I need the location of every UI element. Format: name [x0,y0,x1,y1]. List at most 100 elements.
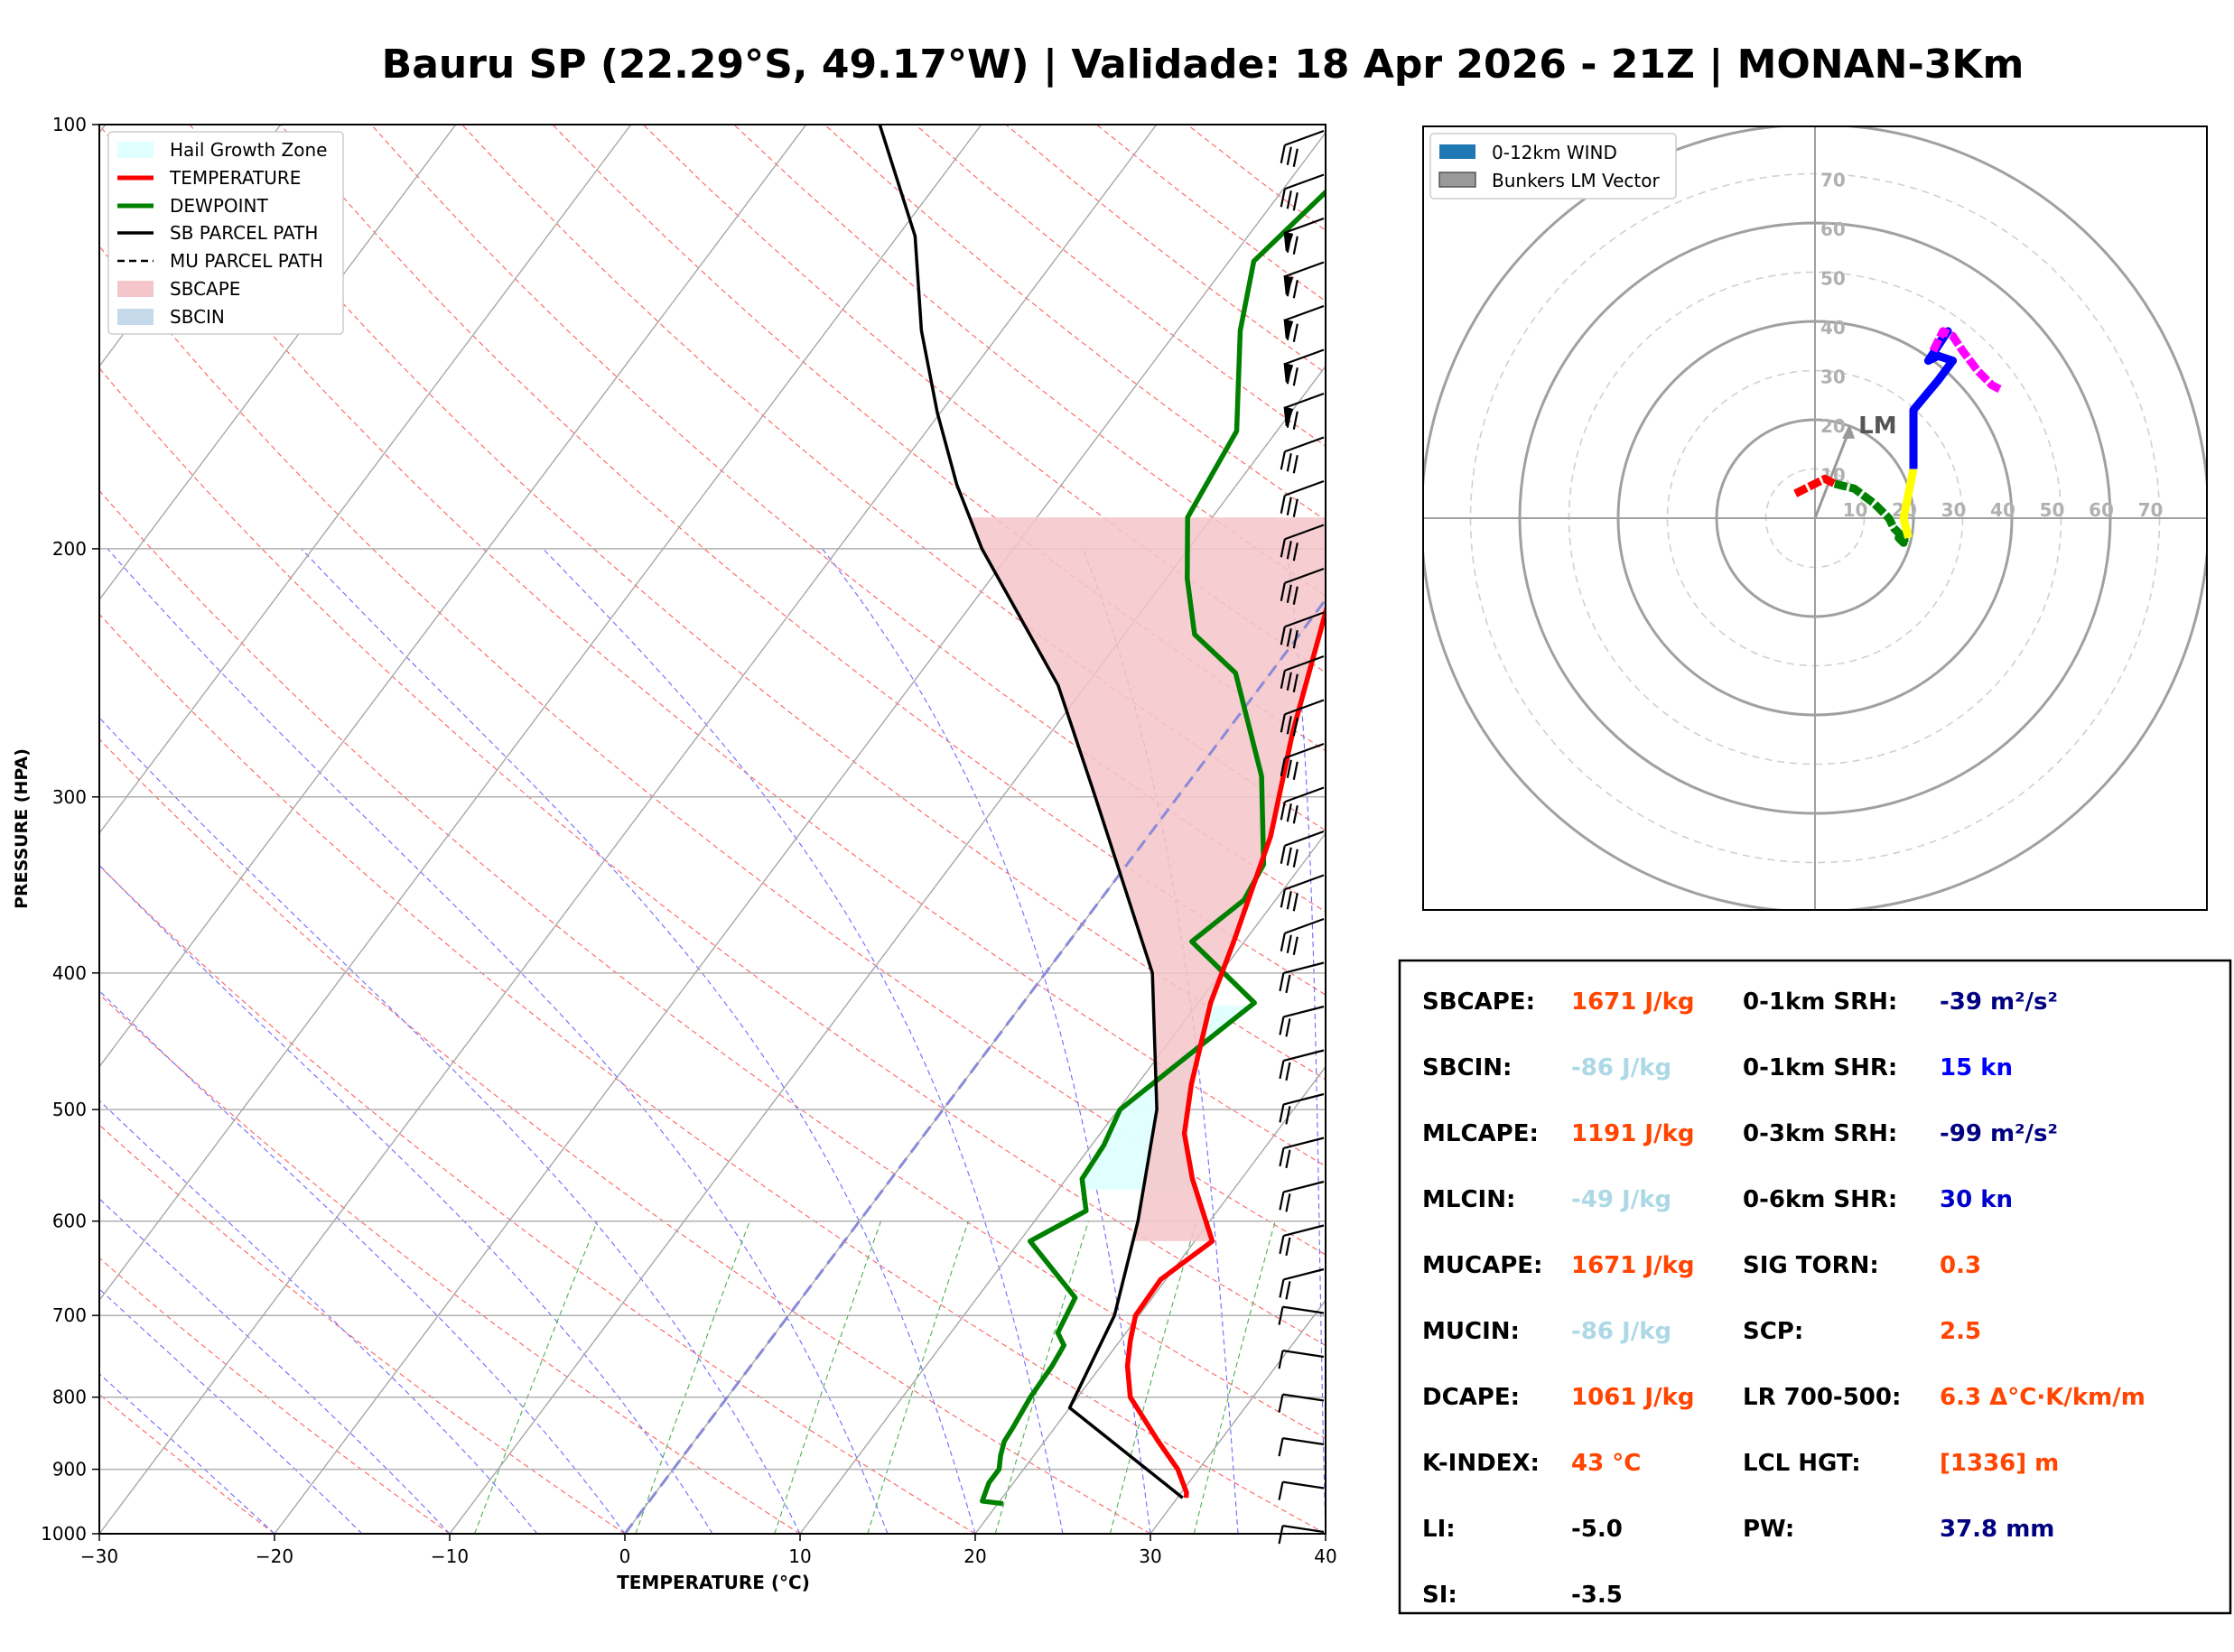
param-label: SI: [1422,1582,1457,1609]
y-tick-label: 500 [52,1099,87,1120]
parameter-list: SBCAPE: 1671 J/kg SBCIN: -86 J/kg MLCAPE: 119… [1422,988,2146,1609]
dry-adiabat [99,738,1151,1534]
param-label: 0-3km SRH: [1743,1120,1897,1147]
param-label: PW: [1743,1516,1794,1543]
legend-swatch-wind [1439,144,1475,159]
param-value: 1671 J/kg [1571,988,1695,1016]
param-label: LCL HGT: [1743,1450,1861,1477]
wind-barb-feather [1286,453,1292,472]
wind-barb-feather [1280,189,1286,208]
wind-barb-staff [1282,1305,1325,1314]
parameter-panel: SBCAPE: 1671 J/kg SBCIN: -86 J/kg MLCAPE: 119… [1398,959,2232,1615]
param-value: 15 kn [1940,1054,2013,1081]
hodograph-ring-label-x: 30 [1941,499,1967,521]
wind-barb-feather [1286,497,1292,515]
wind-barb-staff [1282,1437,1325,1446]
wind-barb-feather [1280,451,1286,470]
wind-barb-feather [1292,936,1299,955]
hodograph-ring-label-x: 10 [1843,499,1868,521]
x-tick-label: 10 [788,1545,811,1567]
wind-barb-feather [1292,673,1299,692]
wind-barb-feather [1280,757,1286,776]
param-label: LR 700-500: [1743,1384,1901,1411]
wind-barb-staff [1284,217,1325,234]
dry-adiabat [99,367,1326,1347]
zero-degree-isotherm [623,597,1326,1534]
hodograph-frame [1422,125,2208,911]
hodograph-legend-box [1429,133,1677,200]
wind-barb-feather [1292,236,1299,255]
dry-adiabat [99,1257,451,1534]
wind-barb-staff [1284,874,1325,891]
wind-barb-feather [1278,1350,1284,1369]
legend-label-dewpoint: DEWPOINT [170,195,268,217]
wind-barb-staff [1282,1525,1325,1534]
wind-barb-staff [1284,348,1325,366]
y-tick-label: 800 [52,1387,87,1408]
wind-barb-feather [1292,805,1299,824]
param-label: SBCAPE: [1422,988,1535,1016]
param-value: 37.8 mm [1940,1516,2054,1543]
hodograph-ring-label-y: 40 [1820,317,1846,339]
dry-adiabat [99,489,1326,1440]
legend-label-sb-parcel: SB PARCEL PATH [170,222,318,244]
hodograph-ring-label-y: 30 [1820,367,1846,388]
x-tick-label: 0 [619,1545,631,1567]
wind-barb-feather [1280,889,1286,908]
param-label: SCP: [1743,1318,1803,1345]
wind-barb-staff [1284,917,1325,934]
param-value: -3.5 [1571,1582,1623,1609]
hodograph-ring-label-y: 50 [1820,268,1846,290]
param-label: MUCIN: [1422,1318,1520,1345]
dewpoint-line [980,189,1326,1507]
param-label: DCAPE: [1422,1384,1520,1411]
wind-barb-feather [1286,584,1292,603]
wind-barb-feather [1292,411,1299,430]
wind-barb-feather [1292,761,1299,780]
wind-barb-feather [1279,1016,1285,1035]
skewt-panel: −30 −20 −10 0 10 20 30 40 1000 900 800 700 600 500 40… [12,114,1337,1593]
skewt-legend-box [107,131,344,335]
wind-barb-feather [1286,278,1292,297]
wind-barb-feather [1286,759,1292,778]
moist-adiabat [107,548,889,1534]
param-value: -99 m²/s² [1940,1120,2058,1147]
param-value: 30 kn [1940,1186,2013,1213]
wind-barb-feather [1280,933,1286,951]
wind-barb-feather [1285,1062,1291,1081]
dry-adiabat [370,125,1326,913]
wind-barb-feather [1285,1193,1291,1212]
legend-label-wind: 0-12km WIND [1492,142,1617,163]
skewt-frame [98,124,1326,1535]
wind-barb-feather [1292,498,1299,517]
isotherm-line [449,365,1326,1534]
hodograph-panel: 1010202030304040505060607070LM 0-12km WI… [1422,125,2208,911]
wind-barb-staff [1284,479,1325,497]
y-tick-label: 600 [52,1211,87,1232]
isotherm-line [99,125,982,1302]
wind-barb-feather [1286,716,1292,735]
y-axis-ticks: 1000 900 800 700 600 500 400 300 200 100 [41,114,99,1545]
wind-barb-feather [1292,849,1299,868]
param-value: -39 m²/s² [1940,988,2058,1016]
wind-barb-staff [1284,830,1325,847]
param-label: SBCIN: [1422,1054,1512,1081]
param-value: 1671 J/kg [1571,1252,1695,1279]
wind-barb-feather [1278,1525,1284,1545]
wind-barb-feather [1285,1106,1291,1125]
isotherm-line [99,125,807,1068]
isotherm-line [799,831,1326,1534]
legend-swatch-sbcin [117,309,154,325]
temperature-line [1124,603,1326,1499]
hodograph-segment [1833,479,1909,547]
param-value: 1191 J/kg [1571,1120,1695,1147]
wind-barb-feather [1292,367,1299,386]
wind-barb-staff [1282,1480,1325,1490]
wind-barb-feather [1292,543,1299,561]
wind-barb-feather [1286,190,1292,209]
hodograph-ring-label-x: 40 [1990,499,2015,521]
legend-label-sbcin: SBCIN [170,306,225,328]
wind-barb-feather [1278,1306,1284,1325]
sb-parcel-path [878,125,1184,1499]
